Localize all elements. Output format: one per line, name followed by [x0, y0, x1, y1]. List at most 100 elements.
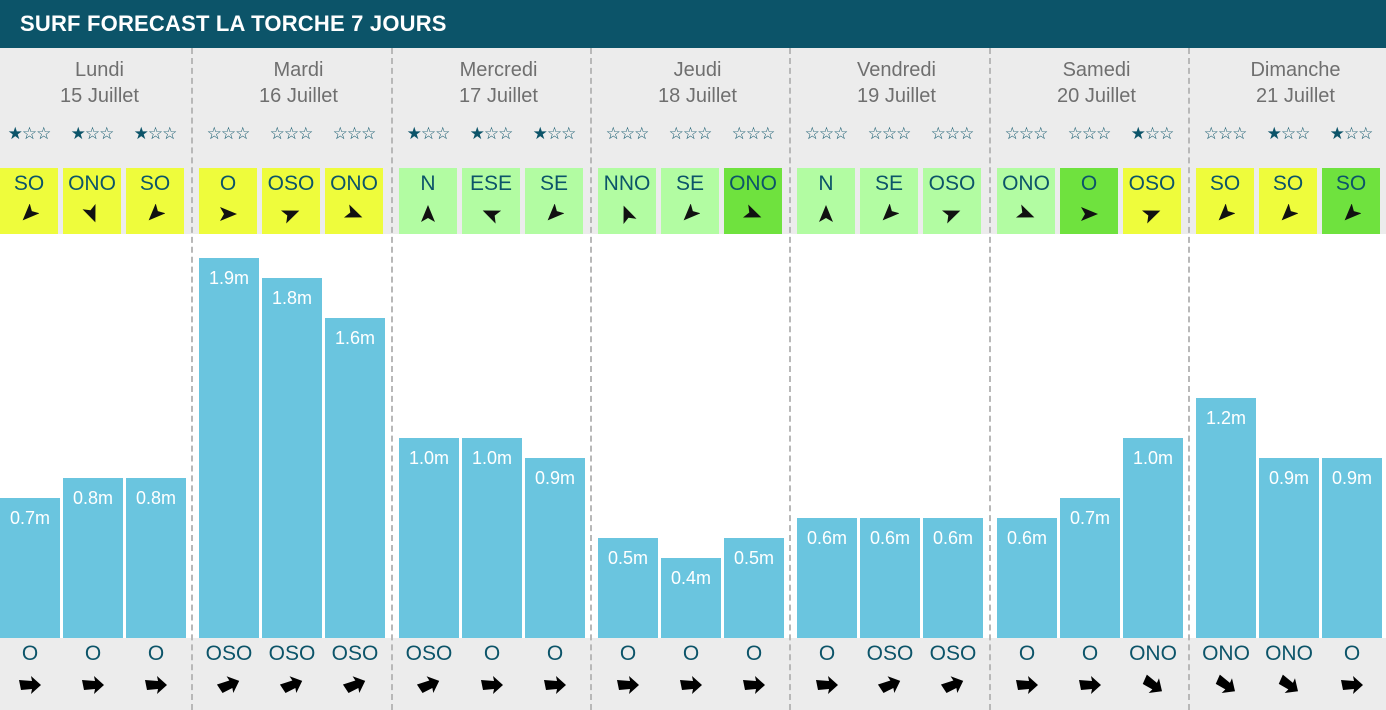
navigation-arrow-icon	[1278, 203, 1299, 224]
swell-cell: O	[63, 642, 123, 704]
swell-cell: O	[997, 642, 1057, 704]
swell-direction: O	[1343, 642, 1361, 665]
wind-direction: ONO	[68, 172, 116, 195]
swell-arrow-icon	[216, 674, 241, 696]
swell-arrow-icon	[1214, 674, 1238, 696]
wind-cell: ONO	[325, 168, 383, 234]
navigation-arrow-icon	[879, 203, 900, 224]
wave-height-bar: 0.4m	[661, 558, 721, 638]
wind-cell: O	[199, 168, 257, 234]
swell-cell: O	[598, 642, 658, 704]
day-date: 21 Juillet	[1256, 85, 1335, 107]
wave-height-label: 1.2m	[1205, 408, 1247, 428]
wave-height-bar: 1.2m	[1196, 398, 1256, 638]
swell-cell: O	[1322, 642, 1382, 704]
wave-height-label: 0.6m	[869, 528, 911, 548]
swell-cell: ONO	[1196, 642, 1256, 704]
wave-height-bar: 1.0m	[1123, 438, 1183, 638]
wind-direction: ESE	[469, 172, 513, 195]
wind-direction: OSO	[928, 172, 976, 195]
star-rating: ★☆☆	[1130, 124, 1175, 144]
wind-cell: SO	[1322, 168, 1380, 234]
swell-cell: O	[661, 642, 721, 704]
wave-height-bar: 0.6m	[797, 518, 857, 638]
star-rating: ☆☆☆	[731, 124, 776, 144]
star-rating: ☆☆☆	[269, 124, 314, 144]
day-name: Samedi	[1062, 59, 1131, 81]
wave-height-label: 1.8m	[271, 288, 313, 308]
swell-cell: OSO	[199, 642, 259, 704]
wave-height-label: 0.5m	[607, 548, 649, 568]
star-rating: ★☆☆	[133, 124, 178, 144]
wind-direction: NNO	[603, 172, 651, 195]
swell-direction: O	[21, 642, 39, 665]
title-bar: SURF FORECAST LA TORCHE 7 JOURS	[0, 0, 1386, 48]
day-column: Samedi 20 Juillet	[997, 48, 1196, 710]
wave-height-bar: 1.8m	[262, 278, 322, 638]
navigation-arrow-icon	[418, 204, 438, 224]
day-date: 17 Juillet	[459, 85, 538, 107]
wind-cell: SO	[126, 168, 184, 234]
wave-height-bar: 0.9m	[1259, 458, 1319, 638]
wind-cell: SE	[661, 168, 719, 234]
swell-cell: ONO	[1123, 642, 1183, 704]
swell-arrow-icon	[1078, 674, 1102, 696]
swell-cell: O	[1060, 642, 1120, 704]
navigation-arrow-icon	[941, 204, 962, 224]
wind-direction: SO	[1335, 172, 1367, 195]
day-name: Jeudi	[673, 59, 722, 81]
wind-direction: OSO	[1128, 172, 1176, 195]
wind-cell: SO	[1196, 168, 1254, 234]
swell-arrow-icon	[1015, 674, 1039, 696]
wind-direction: ONO	[330, 172, 378, 195]
day-column: Mardi 16 Juillet	[199, 48, 398, 710]
swell-direction: OSO	[405, 642, 453, 665]
wind-direction: N	[420, 172, 436, 195]
navigation-arrow-icon	[82, 203, 102, 224]
swell-direction: O	[1081, 642, 1099, 665]
wave-height-bar: 0.6m	[923, 518, 983, 638]
swell-direction: OSO	[331, 642, 379, 665]
wave-height-label: 0.8m	[72, 488, 114, 508]
swell-cell: OSO	[262, 642, 322, 704]
wave-height-bar: 0.5m	[598, 538, 658, 638]
wave-height-label: 0.6m	[932, 528, 974, 548]
wind-direction: SE	[675, 172, 704, 195]
wind-cell: O	[1060, 168, 1118, 234]
wind-cell: OSO	[923, 168, 981, 234]
star-rating: ☆☆☆	[867, 124, 912, 144]
day-separator	[789, 48, 791, 710]
swell-arrow-icon	[279, 674, 304, 696]
swell-arrow-icon	[877, 674, 902, 696]
swell-arrow-icon	[815, 674, 839, 696]
wind-direction: O	[219, 172, 237, 195]
swell-cell: O	[0, 642, 60, 704]
wind-cell: SO	[1259, 168, 1317, 234]
navigation-arrow-icon	[617, 204, 637, 225]
swell-cell: ONO	[1259, 642, 1319, 704]
wind-cell: OSO	[1123, 168, 1181, 234]
swell-cell: OSO	[325, 642, 385, 704]
star-rating: ☆☆☆	[605, 124, 650, 144]
wave-height-bar: 1.0m	[462, 438, 522, 638]
star-rating: ☆☆☆	[1067, 124, 1112, 144]
wave-height-label: 0.9m	[534, 468, 576, 488]
day-name: Mercredi	[459, 59, 538, 81]
wave-height-label: 0.6m	[1006, 528, 1048, 548]
star-rating: ★☆☆	[406, 124, 451, 144]
wind-cell: SE	[525, 168, 583, 234]
wind-direction: N	[818, 172, 834, 195]
navigation-arrow-icon	[1141, 204, 1162, 224]
wave-height-bar: 1.0m	[399, 438, 459, 638]
wind-direction: O	[1080, 172, 1098, 195]
star-rating: ★☆☆	[7, 124, 52, 144]
swell-direction: OSO	[205, 642, 253, 665]
wave-height-label: 0.5m	[733, 548, 775, 568]
swell-cell: O	[462, 642, 522, 704]
wind-direction: SE	[874, 172, 903, 195]
navigation-arrow-icon	[145, 203, 166, 224]
swell-direction: OSO	[929, 642, 977, 665]
navigation-arrow-icon	[1015, 204, 1036, 224]
wave-height-label: 0.9m	[1331, 468, 1373, 488]
star-rating: ☆☆☆	[332, 124, 377, 144]
